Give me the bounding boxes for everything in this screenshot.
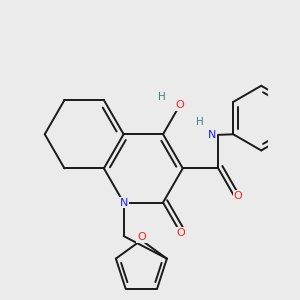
Text: O: O bbox=[234, 191, 243, 201]
Text: N: N bbox=[208, 130, 216, 140]
Text: O: O bbox=[137, 232, 146, 242]
Text: O: O bbox=[176, 228, 185, 238]
Text: O: O bbox=[176, 100, 184, 110]
Text: N: N bbox=[119, 197, 128, 208]
Text: H: H bbox=[196, 117, 204, 127]
Text: H: H bbox=[158, 92, 165, 102]
